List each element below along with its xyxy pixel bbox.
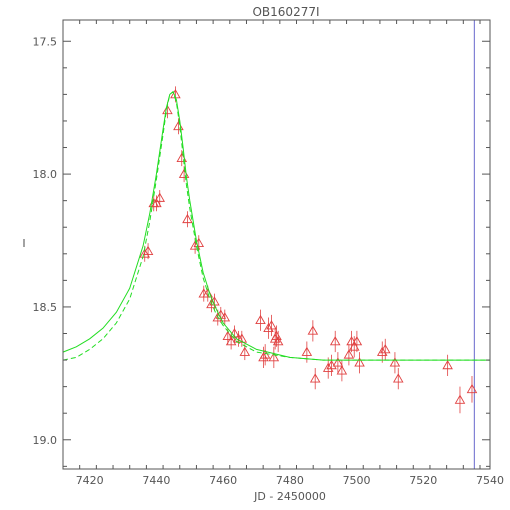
data-point	[389, 352, 401, 374]
data-point-triangle	[348, 341, 360, 351]
data-point-triangle	[454, 394, 466, 404]
data-point-triangle	[466, 383, 478, 394]
data-point-triangle	[392, 373, 404, 383]
data-point-triangle	[255, 314, 266, 325]
plot-clip-group	[63, 20, 490, 469]
y-tick-label: 17.5	[33, 35, 58, 48]
data-point	[309, 368, 321, 390]
data-point-triangle	[336, 365, 348, 375]
data-point	[454, 386, 466, 414]
data-point	[322, 357, 334, 379]
data-point	[336, 360, 348, 382]
data-point	[268, 346, 280, 369]
x-tick-label: 7460	[209, 474, 237, 487]
data-point	[142, 243, 154, 260]
data-point-triangle	[263, 322, 274, 333]
data-point	[343, 344, 355, 366]
data-point-triangle	[354, 357, 365, 367]
data-point-triangle	[376, 346, 388, 356]
data-point-triangle	[389, 357, 401, 367]
data-point-triangle	[322, 362, 334, 372]
data-point	[348, 336, 360, 358]
data-point	[354, 352, 365, 374]
x-tick-label: 7420	[76, 474, 104, 487]
data-point	[219, 309, 231, 326]
data-point	[332, 352, 344, 374]
data-point	[301, 341, 313, 363]
data-point-triangle	[154, 192, 166, 202]
data-point-triangle	[351, 336, 363, 346]
x-tick-label: 7440	[142, 474, 170, 487]
data-point	[466, 376, 478, 403]
data-point	[236, 330, 248, 347]
data-point	[239, 344, 251, 361]
data-point-triangle	[329, 336, 341, 346]
data-point	[346, 330, 357, 353]
plot-frame	[62, 19, 491, 470]
data-point-triangle	[236, 333, 248, 343]
data-point-triangle	[442, 359, 453, 370]
data-point	[154, 190, 166, 206]
axes: 7420 7440 7460 7480 7500 7520 7540 17.5 18.0 18.5…	[33, 19, 504, 487]
model-curve-dashed	[63, 90, 490, 361]
data-point	[272, 330, 284, 353]
data-point	[225, 333, 237, 350]
data-point-triangle	[151, 197, 162, 208]
data-point-triangle	[379, 344, 391, 354]
data-point	[198, 285, 210, 302]
data-point	[442, 354, 453, 377]
data-point-triangle	[301, 346, 313, 356]
y-tick-label: 18.0	[33, 168, 58, 181]
y-tick-label: 18.5	[33, 301, 58, 314]
y-axis-title: I	[22, 237, 25, 250]
x-tick-label: 7540	[476, 474, 504, 487]
y-tick-label: 19.0	[33, 434, 58, 447]
data-point	[376, 341, 388, 363]
data-point	[266, 314, 277, 337]
plot-area	[63, 20, 490, 469]
x-tick-label: 7480	[276, 474, 304, 487]
data-point-triangle	[222, 330, 234, 340]
data-point-triangle	[219, 312, 231, 322]
data-point	[182, 211, 193, 228]
data-point	[307, 320, 319, 342]
data-point	[379, 338, 391, 361]
data-point-triangle	[268, 352, 280, 362]
data-point-triangle	[343, 349, 355, 359]
data-point	[255, 309, 266, 331]
data-point-triangle	[307, 325, 319, 335]
model-curve-solid	[63, 90, 490, 361]
data-point	[151, 195, 162, 212]
x-tick-label: 7520	[409, 474, 437, 487]
data-point	[351, 330, 363, 353]
data-point-triangle	[142, 245, 154, 255]
data-point	[392, 368, 404, 390]
data-point-triangle	[182, 213, 193, 224]
x-tick-label: 7500	[343, 474, 371, 487]
data-point-triangle	[266, 320, 277, 330]
data-point-triangle	[346, 336, 357, 346]
x-axis-title: JD - 2450000	[253, 490, 326, 503]
data-point-triangle	[332, 357, 344, 367]
data-point	[263, 317, 274, 339]
data-point-triangle	[309, 373, 321, 383]
data-point	[329, 330, 341, 353]
chart-title: OB160277I	[252, 5, 319, 19]
data-point-triangle	[239, 346, 251, 356]
data-point-triangle	[272, 336, 284, 346]
data-point-triangle	[225, 336, 237, 346]
data-point-triangle	[139, 248, 151, 258]
data-point-triangle	[162, 104, 173, 115]
